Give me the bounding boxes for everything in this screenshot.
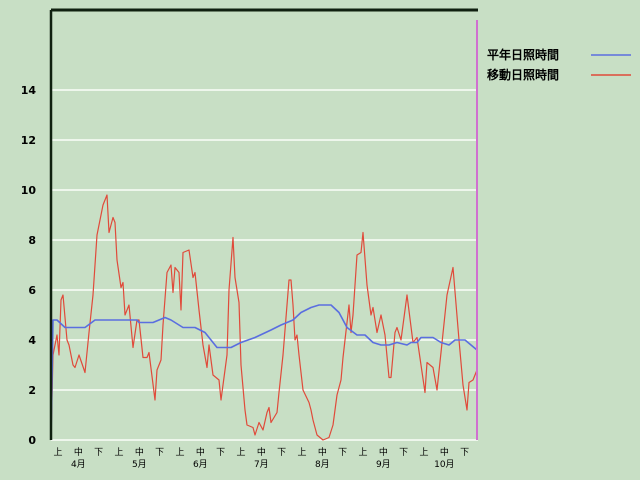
x-dekad-label: 下 xyxy=(338,448,347,458)
x-dekad-label: 下 xyxy=(216,448,225,458)
x-month-label: 7月 xyxy=(254,459,269,470)
series-lines xyxy=(50,194,478,441)
x-dekad-label: 下 xyxy=(94,448,103,458)
x-month-label: 4月 xyxy=(71,459,86,470)
y-tick-label: 14 xyxy=(21,84,37,97)
x-dekad-label: 上 xyxy=(358,447,367,458)
y-tick-label: 0 xyxy=(28,434,36,447)
axes xyxy=(49,8,478,440)
y-tick-label: 8 xyxy=(28,234,36,247)
x-dekad-label: 中 xyxy=(440,446,449,458)
x-dekad-label: 下 xyxy=(399,448,408,458)
y-tick-label: 2 xyxy=(28,384,36,397)
x-axis-ticks: 上 中 下 上 中 下 上 中 下 上 中 下 上 中 下 上 中 下 上 中 下 4月 5月 6月 7月 8月 9月 10月 xyxy=(53,446,469,470)
y-tick-label: 4 xyxy=(28,334,36,347)
x-month-label: 6月 xyxy=(193,459,208,470)
x-month-label: 9月 xyxy=(376,459,391,470)
x-dekad-label: 中 xyxy=(196,446,205,458)
x-dekad-label: 上 xyxy=(175,447,184,458)
series-line-normal xyxy=(50,304,478,441)
x-dekad-label: 中 xyxy=(135,446,144,458)
x-dekad-label: 下 xyxy=(155,448,164,458)
gridlines xyxy=(51,89,478,441)
x-dekad-label: 下 xyxy=(277,448,286,458)
x-dekad-label: 上 xyxy=(419,447,428,458)
y-tick-label: 10 xyxy=(21,184,37,197)
x-dekad-label: 上 xyxy=(297,447,306,458)
x-dekad-label: 中 xyxy=(257,446,266,458)
legend: 平年日照時間 移動日照時間 xyxy=(487,47,631,82)
legend-label-moving: 移動日照時間 xyxy=(487,67,559,82)
x-month-label: 8月 xyxy=(315,459,330,470)
x-dekad-label: 中 xyxy=(318,446,327,458)
x-dekad-label: 上 xyxy=(53,447,62,458)
series-line-moving xyxy=(50,194,478,441)
y-axis-ticks: 0 2 4 6 8 10 12 14 xyxy=(21,84,37,447)
x-dekad-label: 下 xyxy=(460,448,469,458)
x-dekad-label: 中 xyxy=(379,446,388,458)
x-month-label: 10月 xyxy=(434,459,454,470)
y-tick-label: 12 xyxy=(21,134,36,147)
y-tick-label: 6 xyxy=(28,284,36,297)
legend-label-normal: 平年日照時間 xyxy=(487,47,559,62)
x-month-label: 5月 xyxy=(132,459,147,470)
x-dekad-label: 上 xyxy=(114,447,123,458)
x-dekad-label: 上 xyxy=(236,447,245,458)
x-dekad-label: 中 xyxy=(74,446,83,458)
